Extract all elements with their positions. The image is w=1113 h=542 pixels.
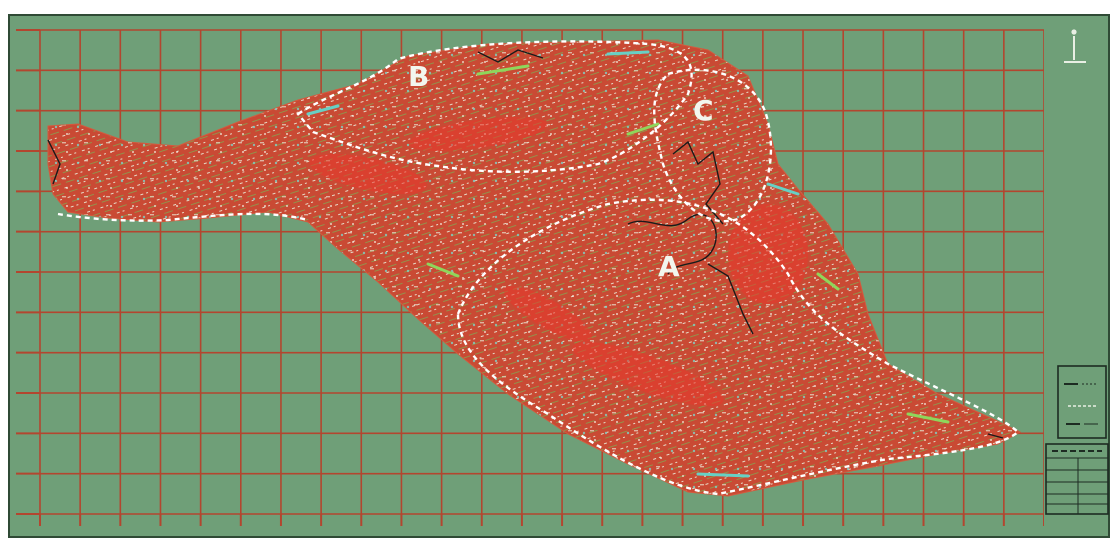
legend-box bbox=[1058, 366, 1106, 438]
map-canvas: B C A bbox=[8, 14, 1110, 538]
zone-label-a: A bbox=[658, 250, 680, 283]
side-panel bbox=[1044, 18, 1108, 534]
contour-map: B C A bbox=[8, 14, 1110, 538]
zone-label-b: B bbox=[408, 60, 429, 93]
zone-label-c: C bbox=[693, 94, 714, 127]
